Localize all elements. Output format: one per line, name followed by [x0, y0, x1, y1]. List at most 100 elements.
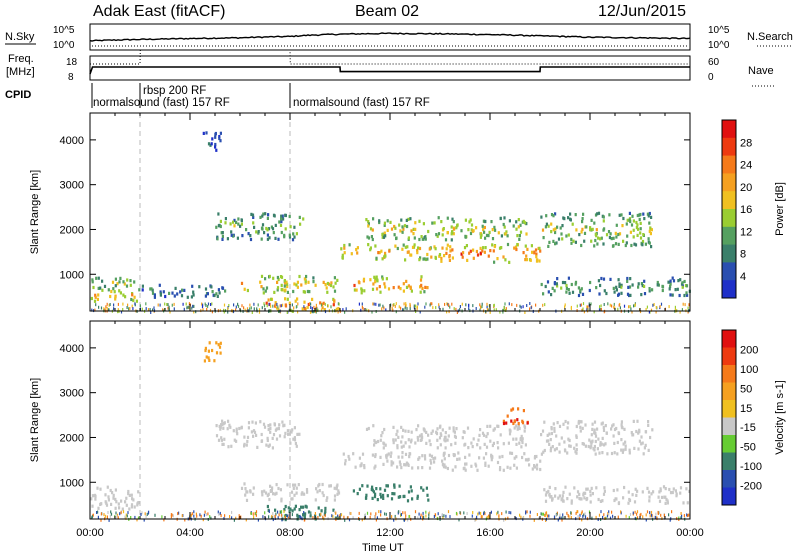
data-cell: [114, 506, 117, 510]
data-cell: [91, 280, 94, 284]
noise-dot: [108, 308, 110, 312]
data-cell: [676, 287, 679, 291]
data-cell: [624, 444, 627, 448]
noise-dot: [253, 302, 255, 306]
data-cell: [481, 431, 485, 435]
data-cell: [605, 233, 609, 237]
data-band: [352, 483, 430, 503]
data-cell: [385, 454, 388, 458]
noise-dot: [587, 305, 589, 309]
noise-dot: [623, 304, 626, 308]
data-cell: [551, 445, 554, 449]
data-cell: [615, 288, 618, 292]
noise-dot: [449, 305, 451, 309]
data-cell: [375, 256, 378, 260]
data-cell: [433, 221, 436, 225]
noise-dot: [567, 514, 569, 518]
data-cell: [482, 219, 485, 223]
noise-dot: [507, 516, 509, 520]
data-cell: [252, 434, 255, 438]
data-cell: [425, 486, 428, 490]
noise-dot: [646, 305, 648, 309]
noise-dot: [274, 305, 276, 308]
noise-dot: [557, 518, 559, 522]
noise-dot: [278, 513, 280, 517]
data-cell: [664, 487, 667, 491]
data-cell: [369, 246, 372, 250]
data-cell: [546, 433, 549, 437]
data-cell: [552, 228, 555, 232]
noise-dot: [91, 515, 93, 519]
data-cell: [504, 258, 507, 262]
data-cell: [498, 455, 501, 459]
noise-dot: [113, 303, 115, 307]
data-cell: [579, 425, 582, 429]
data-cell: [407, 438, 410, 442]
data-cell: [300, 505, 303, 509]
noise-dot: [337, 514, 339, 518]
data-cell: [669, 279, 672, 283]
data-cell: [353, 288, 356, 292]
data-cell: [604, 442, 607, 446]
data-cell: [217, 224, 220, 228]
data-cell: [219, 139, 222, 143]
data-cell: [322, 493, 325, 498]
noise-dot: [522, 305, 524, 309]
data-cell: [240, 222, 243, 226]
data-cell: [623, 427, 626, 431]
data-cell: [91, 278, 94, 282]
noise-dot: [418, 512, 420, 516]
data-cell: [615, 235, 618, 239]
noise-dot: [481, 302, 483, 306]
data-cell: [416, 435, 419, 440]
data-cell: [441, 428, 444, 432]
noise-dot: [650, 308, 653, 312]
data-cell: [681, 281, 684, 285]
data-cell: [450, 443, 453, 447]
data-cell: [393, 485, 396, 489]
data-cell: [469, 218, 472, 222]
data-cell: [107, 288, 110, 292]
data-cell: [107, 498, 110, 502]
data-cell: [486, 424, 489, 428]
data-cell: [422, 222, 425, 226]
noise-dot: [348, 518, 351, 522]
station-title: Adak East (fitACF): [93, 3, 225, 20]
colorbar-swatch: [722, 155, 736, 174]
data-cell: [620, 285, 623, 289]
data-cell: [591, 422, 594, 426]
data-cell: [402, 243, 405, 247]
data-cell: [216, 294, 219, 298]
data-cell: [478, 456, 481, 460]
noise-dot: [181, 514, 183, 518]
panel-background: [90, 113, 690, 311]
noise-dot: [562, 513, 564, 517]
data-cell: [509, 451, 512, 455]
noise-dot: [347, 516, 349, 520]
data-cell: [450, 232, 453, 236]
data-cell: [481, 249, 484, 253]
data-cell: [535, 463, 539, 467]
noise-dot: [159, 303, 161, 307]
noise-dot: [568, 515, 570, 519]
noise-dot: [315, 310, 317, 314]
noise-dot: [268, 515, 270, 519]
noise-dot: [648, 310, 650, 314]
data-cell: [356, 246, 359, 250]
data-cell: [306, 490, 309, 494]
data-cell: [377, 251, 380, 255]
colorbar-swatch: [722, 280, 736, 299]
data-cell: [304, 504, 307, 508]
data-cell: [243, 482, 246, 486]
data-cell: [410, 489, 413, 493]
data-cell: [205, 131, 208, 135]
data-cell: [414, 441, 417, 445]
data-cell: [628, 448, 631, 452]
noise-dot: [617, 515, 619, 519]
noise-dot: [505, 307, 507, 311]
noise-dot: [110, 512, 113, 516]
noise-dot: [660, 302, 663, 306]
data-cell: [443, 254, 446, 258]
data-cell: [484, 461, 487, 465]
